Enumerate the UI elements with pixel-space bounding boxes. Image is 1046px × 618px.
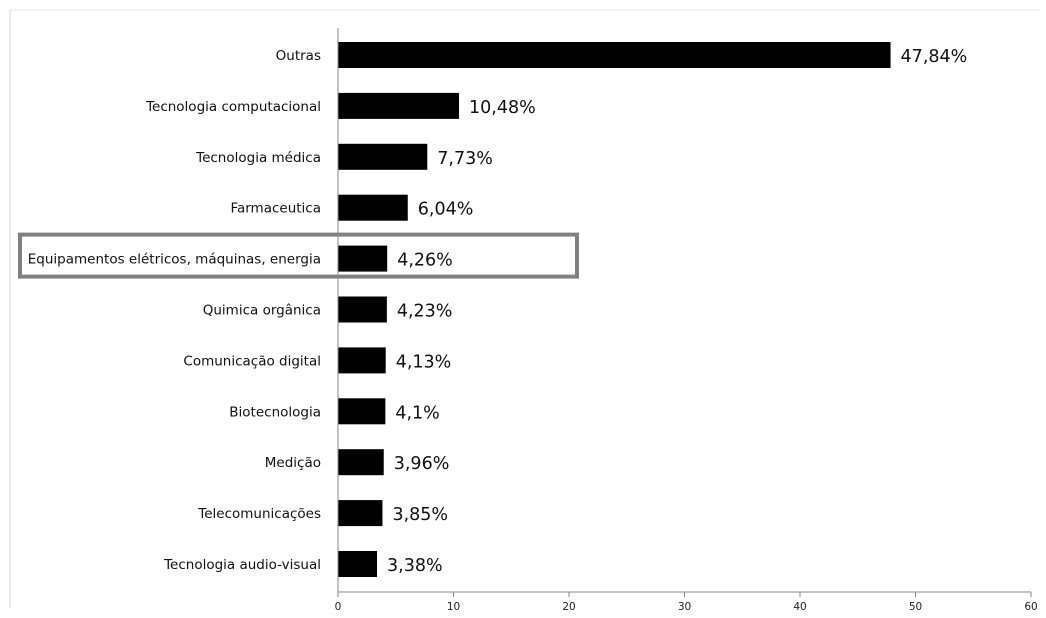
x-tick-label-60: 60 <box>1024 601 1037 613</box>
data-label-3: 7,73% <box>437 149 493 169</box>
x-tick-label-10: 10 <box>447 601 460 613</box>
bar-7 <box>338 347 386 374</box>
highlight-box <box>18 232 579 279</box>
category-label-3: Tecnologia médica <box>195 150 321 166</box>
bar-5 <box>338 245 388 272</box>
data-label-10: 3,85% <box>392 505 448 525</box>
bars-layer <box>338 42 891 577</box>
data-label-5: 4,26% <box>397 251 453 271</box>
bar-4 <box>338 194 408 221</box>
x-tick-label-30: 30 <box>678 601 691 613</box>
bar-6 <box>338 296 387 323</box>
data-label-2: 10,48% <box>469 98 536 118</box>
category-label-5: Equipamentos elétricos, máquinas, energi… <box>28 252 321 268</box>
bar-11 <box>338 551 378 577</box>
data-label-4: 6,04% <box>418 200 474 220</box>
bar-1 <box>338 42 891 68</box>
bar-2 <box>338 92 460 119</box>
category-label-8: Biotecnologia <box>229 404 321 420</box>
category-label-11: Tecnologia audio-visual <box>163 557 321 573</box>
axes-layer: 0 10 20 30 40 50 60 <box>335 28 1038 613</box>
data-label-7: 4,13% <box>396 352 452 372</box>
data-label-1: 47,84% <box>901 47 968 67</box>
category-labels: Outras Tecnologia computacional Tecnologia… <box>28 48 321 573</box>
bar-8 <box>338 398 386 425</box>
data-label-6: 4,23% <box>397 302 453 322</box>
bar-3 <box>338 143 428 170</box>
category-label-2: Tecnologia computacional <box>145 99 321 115</box>
category-label-9: Medição <box>265 455 321 471</box>
category-label-4: Farmaceutica <box>230 201 321 217</box>
highlight-layer <box>18 232 579 279</box>
category-label-1: Outras <box>276 48 321 64</box>
x-tick-label-40: 40 <box>793 601 806 613</box>
data-labels: 47,84% 10,48% 7,73% 6,04% 4,26% 4,23% 4,13% 4,1… <box>387 47 967 576</box>
bar-10 <box>338 500 383 527</box>
data-label-8: 4,1% <box>395 403 439 423</box>
x-tick-label-20: 20 <box>562 601 575 613</box>
x-tick-label-0: 0 <box>335 601 342 613</box>
x-tick-label-50: 50 <box>909 601 922 613</box>
category-label-7: Comunicação digital <box>183 353 321 369</box>
category-label-10: Telecomunicações <box>197 506 321 522</box>
category-label-6: Quimica orgânica <box>203 303 321 319</box>
chart-frame <box>9 9 1040 608</box>
data-label-11: 3,38% <box>387 556 443 576</box>
bar-9 <box>338 449 384 476</box>
data-label-9: 3,96% <box>394 454 450 474</box>
